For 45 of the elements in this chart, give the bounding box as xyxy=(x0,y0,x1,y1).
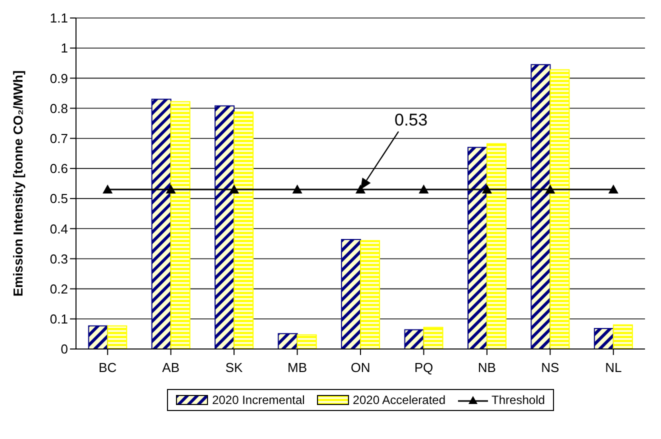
bar xyxy=(296,334,317,349)
y-tick-label: 0.7 xyxy=(50,130,68,146)
x-tick-label: PQ xyxy=(414,360,434,376)
x-tick-label: BC xyxy=(98,360,117,376)
y-tick-label: 1.1 xyxy=(50,10,68,26)
bar xyxy=(612,324,633,349)
bar xyxy=(341,238,362,349)
y-tick-label: 0.2 xyxy=(50,281,68,296)
y-tick-label: 1 xyxy=(60,40,68,56)
bar xyxy=(467,146,488,349)
bar xyxy=(594,328,614,349)
x-tick-label: MB xyxy=(288,360,308,376)
bar xyxy=(107,325,128,349)
y-tick-label: 0.9 xyxy=(50,70,68,86)
x-tick-label: AB xyxy=(162,360,180,376)
bar xyxy=(88,325,108,349)
x-tick-label: ON xyxy=(350,360,370,376)
x-tick-label: NS xyxy=(541,360,560,376)
bar xyxy=(170,101,190,349)
legend-label: Threshold xyxy=(492,393,545,407)
x-tick-label: NB xyxy=(478,360,496,376)
x-tick-label: SK xyxy=(225,360,244,376)
x-tick-label: NL xyxy=(605,360,622,376)
y-tick-label: 0.6 xyxy=(50,161,68,176)
y-tick-label: 0 xyxy=(60,342,68,357)
bar xyxy=(278,333,298,349)
y-tick-label: 0.4 xyxy=(50,221,68,236)
y-tick-label: 0.1 xyxy=(50,312,68,327)
bar xyxy=(214,105,235,349)
bar xyxy=(486,143,506,349)
bar xyxy=(404,329,424,349)
arrow-callout: 0.53 xyxy=(360,110,428,190)
legend-label: 2020 Incremental xyxy=(212,393,305,407)
bar xyxy=(530,64,551,349)
bar xyxy=(360,240,380,349)
y-tick-label: 0.5 xyxy=(50,191,68,206)
y-tick-label: 0.3 xyxy=(50,251,68,266)
bar xyxy=(151,98,172,349)
bar xyxy=(550,69,570,349)
y-tick-label: 0.8 xyxy=(50,100,68,116)
bar xyxy=(423,326,444,349)
bar xyxy=(234,112,254,349)
y-axis-title: Emission Intensity [tonne CO₂/MWh] xyxy=(10,70,26,297)
annotation: 0.53 xyxy=(394,110,428,130)
legend-label: 2020 Accelerated xyxy=(352,393,446,407)
